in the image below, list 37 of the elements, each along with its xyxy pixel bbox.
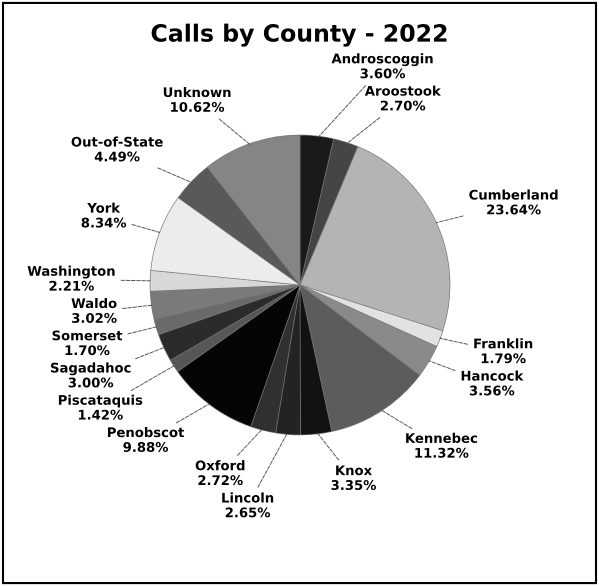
data-label: 2.21% [50,280,94,291]
slice-label: Out-of-State [72,136,163,147]
data-label: 3.60% [360,68,406,78]
slice-label: Franklin [474,338,532,348]
data-label: 3.56% [470,386,514,396]
slice-label: Sagadahoc [50,362,131,376]
slice-label: Cumberland [469,189,558,200]
data-label: 11.32% [415,448,468,458]
slice-label: Kennebec [406,432,477,444]
slice-label: Androscoggin [332,53,433,66]
data-label: 1.70% [66,345,110,356]
data-label: 3.00% [68,378,114,388]
slice-label: Knox [336,465,372,476]
data-label: 10.62% [171,102,224,112]
chart-title: Calls by County - 2022 [152,24,446,47]
data-label: 3.02% [72,312,117,323]
data-label: 4.49% [94,152,140,162]
slice-label: Washington [28,266,115,279]
slice-label: Oxford [196,460,244,470]
data-label: 3.35% [332,480,376,490]
slice-label: Unknown [164,86,231,98]
data-label: 8.34% [82,218,126,228]
data-label: 2.70% [380,100,426,111]
slice-label: Hancock [462,370,524,381]
data-label: 2.65% [226,507,270,518]
slice-label: Lincoln [222,492,274,503]
slice-label: Piscataquis [58,394,142,408]
data-label: 1.79% [482,353,526,364]
slice-label: Waldo [72,298,117,308]
data-label: 23.64% [487,204,541,214]
data-label: 1.42% [78,410,123,420]
slice-label: Somerset [52,330,122,340]
data-label: 9.88% [123,442,168,452]
slice-label: Aroostook [364,86,441,96]
slice-label: Penobscot [108,427,184,438]
slice-label: York [87,202,120,213]
data-label: 2.72% [198,475,243,486]
